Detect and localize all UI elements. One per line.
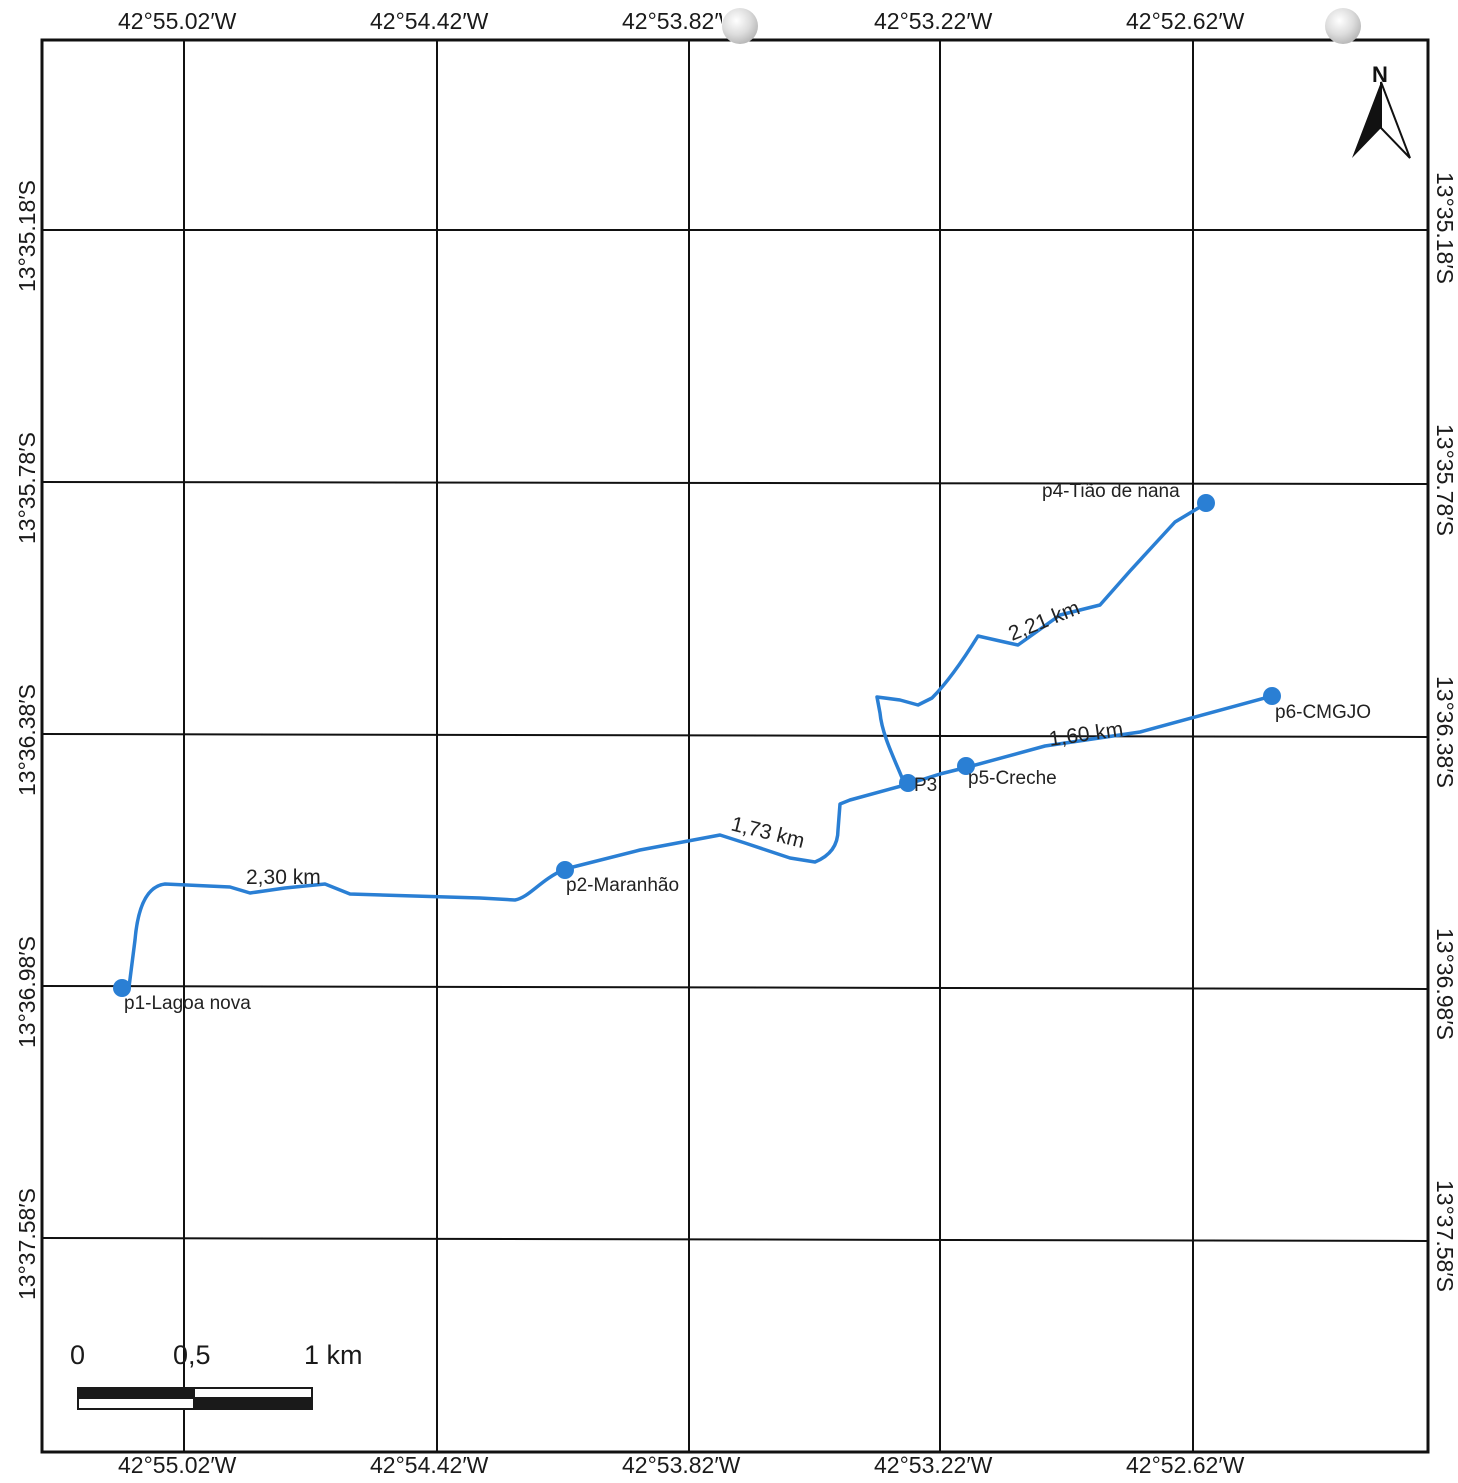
route-p3-p6 [903, 694, 1274, 787]
point-marker-p4 [1197, 494, 1215, 512]
point-marker-p5 [957, 757, 975, 775]
lon-label-bottom: 42°52.62′W [1126, 1452, 1245, 1478]
scale-label-0: 0 [70, 1340, 86, 1370]
parallel-line [41, 985, 1429, 990]
point-markers [113, 494, 1281, 997]
point-label-p3: P3 [914, 775, 937, 796]
routes [127, 502, 1274, 989]
pushpin-icon [1325, 8, 1361, 44]
lon-label-top: 42°54.42′W [370, 8, 489, 34]
route-p1-p2 [127, 867, 567, 989]
point-label-p6: p6-CMGJO [1275, 702, 1371, 723]
lon-label-bottom: 42°54.42′W [370, 1452, 489, 1478]
parallel-line [41, 733, 1429, 738]
lat-label-left: 13°36.38′S [14, 684, 40, 796]
point-labels: p1-Lagoa nova p2-Maranhão P3 p4-Tião de … [124, 481, 1371, 1014]
lat-label-left: 13°37.58′S [14, 1188, 40, 1300]
point-label-p1: p1-Lagoa nova [124, 993, 251, 1014]
lon-label-top: 42°53.22′W [874, 8, 993, 34]
lat-label-right: 13°36.98′S [1432, 928, 1458, 1040]
lon-label-top: 42°55.02′W [118, 8, 237, 34]
lon-label-bottom: 42°55.02′W [118, 1452, 237, 1478]
graticule [41, 40, 1429, 1452]
scale-label-half: 0,5 [173, 1340, 211, 1370]
distance-label-p3-p4: 2,21 km [1005, 596, 1083, 645]
lon-label-top: 42°52.62′W [1126, 8, 1245, 34]
parallel-line [41, 1237, 1429, 1242]
distance-label-p1-p2: 2,30 km [246, 866, 321, 889]
scale-label-1km: 1 km [304, 1340, 363, 1370]
lat-label-left: 13°35.78′S [14, 432, 40, 544]
point-marker-p3 [899, 774, 917, 792]
lat-label-right: 13°36.38′S [1432, 676, 1458, 788]
north-label: N [1372, 62, 1388, 87]
lat-label-left: 13°36.98′S [14, 936, 40, 1048]
lat-label-left: 13°35.18′S [14, 180, 40, 292]
lat-label-right: 13°35.78′S [1432, 424, 1458, 536]
distance-label-p2-p3: 1,73 km [729, 813, 807, 853]
point-label-p2: p2-Maranhão [566, 875, 679, 896]
route-p2-p3 [563, 783, 907, 871]
lon-label-bottom: 42°53.22′W [874, 1452, 993, 1478]
parallel-line [41, 481, 1429, 485]
point-label-p5: p5-Creche [968, 768, 1057, 789]
lon-label-bottom: 42°53.82′W [622, 1452, 741, 1478]
lon-label-top: 42°53.82′W [622, 8, 722, 34]
point-label-p4: p4-Tião de nana [1042, 481, 1180, 502]
scale-bar [77, 1387, 313, 1410]
point-marker-p1 [113, 979, 131, 997]
route-p3-p4 [875, 502, 1207, 787]
pushpin-icon [722, 8, 758, 44]
distance-label-p5-p6: 1,60 km [1047, 718, 1124, 751]
point-marker-p2 [556, 861, 574, 879]
north-arrow-icon: N [1352, 62, 1411, 159]
lat-label-right: 13°37.58′S [1432, 1180, 1458, 1292]
lat-label-right: 13°35.18′S [1432, 172, 1458, 284]
point-marker-p6 [1263, 687, 1281, 705]
